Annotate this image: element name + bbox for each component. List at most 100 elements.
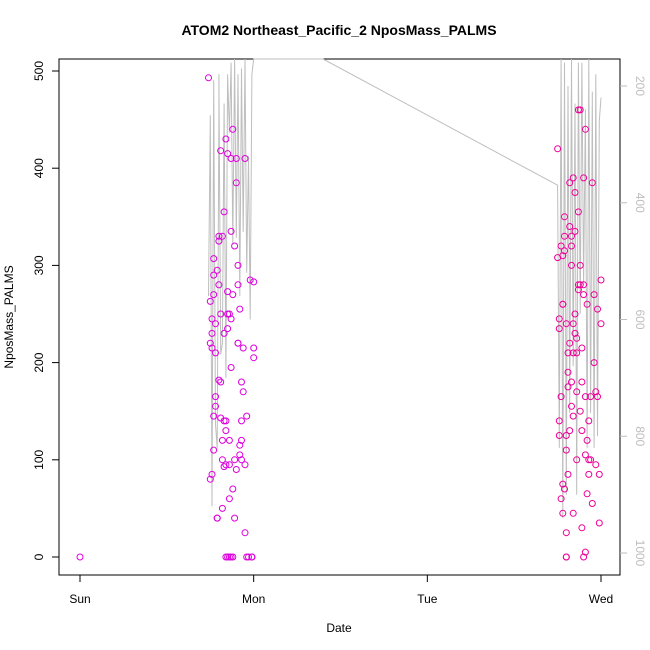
- data-point: [246, 276, 254, 284]
- data-point: [597, 276, 605, 284]
- data-point: [225, 461, 233, 469]
- data-point: [218, 456, 226, 464]
- data-point: [595, 519, 603, 527]
- y-tick-label: 300: [32, 255, 46, 275]
- data-point: [212, 349, 219, 357]
- data-point: [208, 344, 216, 352]
- data-point: [587, 393, 595, 401]
- data-point: [580, 281, 588, 289]
- data-point: [241, 529, 249, 537]
- data-point: [231, 242, 239, 250]
- data-point: [568, 378, 575, 386]
- data-point: [248, 553, 256, 561]
- data-point: [239, 388, 247, 396]
- data-point: [569, 509, 577, 517]
- data-point: [594, 305, 601, 313]
- data-point: [566, 223, 574, 230]
- data-point: [236, 441, 244, 449]
- data-point: [568, 402, 575, 410]
- data-point: [588, 500, 596, 507]
- data-point: [562, 553, 570, 561]
- data-point: [571, 189, 579, 196]
- data-point: [206, 339, 214, 347]
- data-point: [559, 480, 567, 488]
- data-point: [231, 456, 239, 464]
- data-point: [245, 553, 252, 561]
- data-point: [220, 208, 228, 216]
- data-point: [566, 179, 574, 187]
- data-point: [576, 106, 584, 114]
- data-point: [566, 427, 574, 435]
- data-point: [231, 514, 239, 522]
- data-point: [566, 339, 574, 347]
- data-point: [206, 475, 214, 483]
- data-point: [217, 378, 225, 386]
- y2-tick-label: 1000: [633, 540, 647, 567]
- data-point: [555, 325, 563, 333]
- data-point: [578, 427, 586, 435]
- data-point: [229, 125, 237, 133]
- data-point: [208, 315, 216, 323]
- data-point: [213, 514, 221, 522]
- data-point: [208, 329, 216, 337]
- data-point: [229, 291, 237, 299]
- data-point: [594, 393, 601, 401]
- plot-frame: [58, 58, 621, 576]
- altitude-line: [208, 58, 602, 519]
- data-point: [229, 553, 237, 561]
- data-point: [222, 427, 230, 435]
- data-point: [555, 315, 563, 323]
- data-point: [222, 461, 230, 469]
- data-point: [597, 320, 605, 328]
- data-point: [559, 300, 567, 308]
- y2-tick-label: 200: [633, 76, 647, 96]
- data-point: [250, 344, 258, 352]
- data-point: [571, 329, 579, 337]
- y-tick-label: 400: [32, 158, 46, 178]
- data-point: [580, 291, 588, 299]
- data-point: [574, 281, 582, 289]
- data-point: [585, 456, 593, 464]
- data-point: [229, 485, 237, 493]
- data-point: [215, 376, 223, 384]
- data-point: [227, 315, 235, 323]
- data-point: [232, 155, 240, 162]
- data-point: [225, 436, 233, 444]
- data-point: [236, 451, 244, 459]
- data-point: [581, 451, 589, 459]
- data-point: [569, 349, 577, 357]
- x-tick-label: Wed: [589, 592, 613, 606]
- data-point: [562, 529, 570, 537]
- data-point: [243, 412, 251, 420]
- data-point: [564, 383, 572, 391]
- data-point: [564, 470, 572, 478]
- data-point: [236, 305, 244, 313]
- data-point: [224, 150, 232, 158]
- data-point: [573, 456, 581, 464]
- data-point: [227, 364, 235, 371]
- x-tick-label: Mon: [242, 592, 265, 606]
- data-point: [76, 553, 84, 561]
- data-point: [578, 344, 586, 352]
- data-point: [227, 227, 235, 235]
- data-point: [581, 548, 589, 556]
- y-tick-label: 200: [32, 352, 46, 372]
- data-point: [569, 412, 577, 420]
- data-point: [580, 174, 588, 182]
- data-point: [250, 354, 258, 362]
- data-point: [234, 261, 242, 269]
- data-point: [213, 266, 221, 274]
- y2-tick-label: 400: [633, 193, 647, 213]
- data-point: [210, 412, 218, 420]
- data-point: [581, 393, 589, 401]
- x-tick-label: Tue: [417, 592, 438, 606]
- data-point: [210, 271, 218, 279]
- data-point: [554, 145, 562, 153]
- y-tick-label: 0: [32, 553, 46, 560]
- data-point: [210, 255, 218, 263]
- data-point: [568, 242, 575, 250]
- data-point: [564, 349, 572, 357]
- data-point: [557, 495, 565, 503]
- data-point: [224, 325, 232, 333]
